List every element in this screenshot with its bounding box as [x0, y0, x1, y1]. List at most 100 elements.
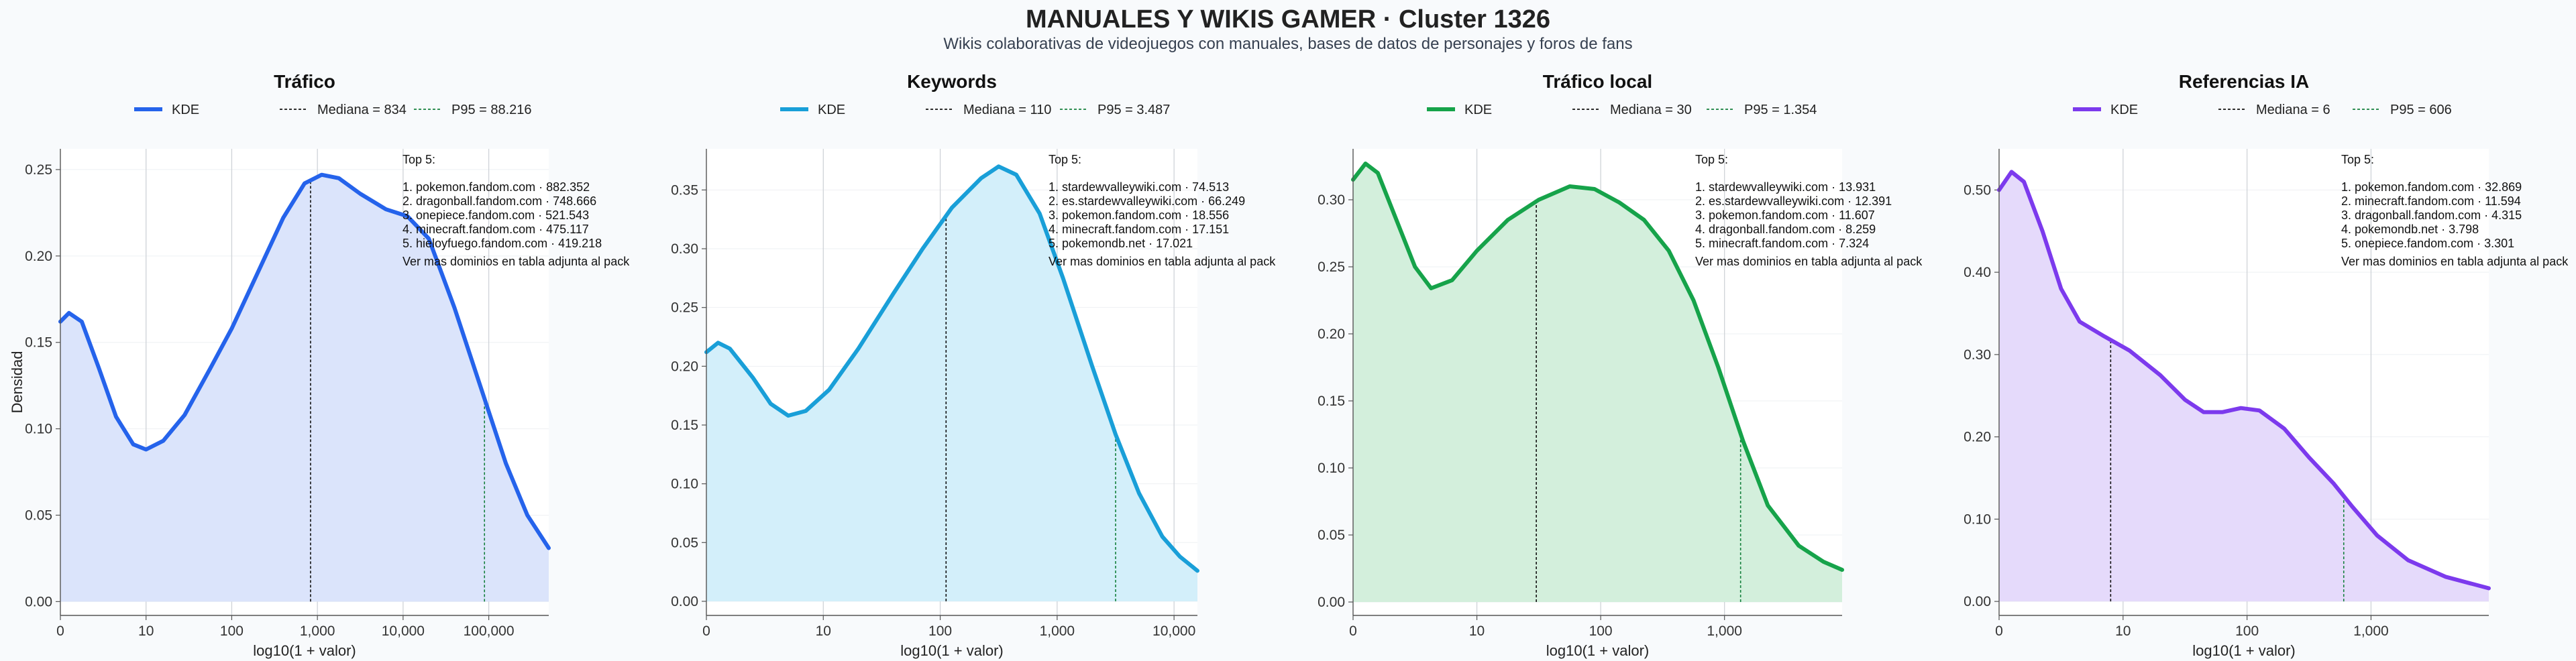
x-tick-label: 1,000 — [300, 623, 335, 639]
chart-panel-3: 0.00 0.05 0.10 0.15 0.20 0.25 0.30 0 10 100 1,000 l… — [1318, 71, 1923, 659]
x-tick-label: 10,000 — [1152, 623, 1195, 639]
kde-line — [704, 164, 1199, 573]
y-axis-label: Densidad — [9, 351, 25, 414]
top5-item: 3. pokemon.fandom.com · 11.607 — [1695, 208, 1875, 222]
kde-line — [58, 172, 551, 550]
x-tick-label: 0 — [702, 623, 710, 639]
top5-item: 4. minecraft.fandom.com · 475.117 — [402, 223, 589, 236]
top5-item: 3. onepiece.fandom.com · 521.543 — [402, 208, 589, 222]
top5-item: 2. es.stardewvalleywiki.com · 12.391 — [1695, 194, 1892, 208]
legend: KDE Mediana = 110 P95 = 3.487 — [780, 103, 1170, 117]
top5-item: 3. pokemon.fandom.com · 18.556 — [1049, 208, 1229, 222]
panel-title: Tráfico — [274, 71, 335, 92]
y-tick-label: 0.20 — [25, 249, 52, 264]
chart-panel-4: 0.00 0.10 0.20 0.30 0.40 0.50 0 10 100 1,000 log10… — [1964, 71, 2569, 659]
legend: KDE Mediana = 30 P95 = 1.354 — [1427, 103, 1817, 117]
chart-panel-1: 0.00 0.05 0.10 0.15 0.20 0.25 0 10 100 1,000 10,00… — [25, 71, 630, 659]
legend-p95-label: P95 = 3.487 — [1097, 103, 1170, 117]
y-tick-label: 0.05 — [25, 507, 52, 523]
y-tick-label: 0.15 — [1318, 394, 1345, 409]
x-tick-label: 1,000 — [2353, 623, 2389, 639]
y-tick-label: 0.15 — [25, 335, 52, 351]
y-tick-label: 0.20 — [671, 359, 698, 374]
x-tick-label: 1,000 — [1040, 623, 1075, 639]
top5-item: 1. stardewvalleywiki.com · 13.931 — [1695, 180, 1876, 194]
page-title: MANUALES Y WIKIS GAMER · Cluster 1326 — [1026, 5, 1550, 34]
x-axis-label: log10(1 + valor) — [1546, 642, 1649, 659]
legend-median-label: Mediana = 110 — [963, 103, 1051, 117]
panel-title: Tráfico local — [1543, 71, 1652, 92]
legend-kde-label: KDE — [1464, 103, 1492, 117]
legend-kde-label: KDE — [818, 103, 845, 117]
y-tick-label: 0.00 — [671, 594, 698, 609]
kde-area — [1999, 172, 2489, 602]
x-tick-label: 0 — [1349, 623, 1357, 639]
y-tick-label: 0.10 — [671, 477, 698, 492]
y-tick-label: 0.20 — [1318, 326, 1345, 342]
x-axis-label: log10(1 + valor) — [253, 642, 356, 659]
y-tick-label: 0.35 — [671, 182, 698, 198]
x-tick-label: 100,000 — [464, 623, 515, 639]
top5-annotation: Top 5: 1. stardewvalleywiki.com · 74.5132… — [1049, 153, 1276, 268]
top5-heading: Top 5: — [1695, 153, 1728, 166]
legend-p95-label: P95 = 606 — [2390, 103, 2452, 117]
top5-footnote: Ver mas dominios en tabla adjunta al pac… — [402, 255, 630, 268]
y-tick-label: 0.05 — [671, 535, 698, 550]
top5-item: 4. dragonball.fandom.com · 8.259 — [1695, 223, 1876, 236]
x-tick-label: 10 — [138, 623, 154, 639]
x-axis-label: log10(1 + valor) — [900, 642, 1003, 659]
x-tick-label: 10 — [2115, 623, 2131, 639]
y-tick-label: 0.00 — [1964, 594, 1991, 609]
page-subtitle: Wikis colaborativas de videojuegos con m… — [943, 35, 1633, 53]
top5-footnote: Ver mas dominios en tabla adjunta al pac… — [1695, 255, 1923, 268]
x-tick-label: 100 — [928, 623, 952, 639]
top5-footnote: Ver mas dominios en tabla adjunta al pac… — [2341, 255, 2569, 268]
legend-p95-label: P95 = 1.354 — [1744, 103, 1817, 117]
kde-line — [1997, 170, 2491, 591]
x-tick-label: 0 — [56, 623, 64, 639]
y-tick-label: 0.50 — [1964, 182, 1991, 198]
kde-area — [60, 174, 549, 602]
legend-median-label: Mediana = 30 — [1610, 103, 1692, 117]
top5-item: 5. minecraft.fandom.com · 7.324 — [1695, 237, 1869, 250]
legend-p95-label: P95 = 88.216 — [451, 103, 532, 117]
top5-item: 2. minecraft.fandom.com · 11.594 — [2341, 194, 2521, 208]
legend-median-label: Mediana = 834 — [317, 103, 407, 117]
chart-panel-2: 0.00 0.05 0.10 0.15 0.20 0.25 0.30 0.35 0 10 100 1,… — [671, 71, 1276, 659]
y-tick-label: 0.05 — [1318, 528, 1345, 543]
x-tick-label: 100 — [2235, 623, 2259, 639]
panel-title: Referencias IA — [2179, 71, 2310, 92]
top5-annotation: Top 5: 1. pokemon.fandom.com · 882.3522. … — [402, 153, 630, 268]
top5-heading: Top 5: — [2341, 153, 2374, 166]
y-tick-label: 0.25 — [25, 162, 52, 178]
y-tick-label: 0.20 — [1964, 430, 1991, 445]
top5-footnote: Ver mas dominios en tabla adjunta al pac… — [1049, 255, 1276, 268]
y-tick-label: 0.40 — [1964, 265, 1991, 280]
y-tick-label: 0.30 — [1318, 192, 1345, 208]
top5-item: 1. stardewvalleywiki.com · 74.513 — [1049, 180, 1229, 194]
top5-item: 2. es.stardewvalleywiki.com · 66.249 — [1049, 194, 1245, 208]
y-tick-label: 0.10 — [1964, 512, 1991, 527]
legend: KDE Mediana = 834 P95 = 88.216 — [134, 103, 532, 117]
y-tick-label: 0.25 — [1318, 259, 1345, 275]
y-tick-label: 0.00 — [1318, 595, 1345, 610]
top5-annotation: Top 5: 1. stardewvalleywiki.com · 13.9312… — [1695, 153, 1923, 268]
y-tick-label: 0.00 — [25, 594, 52, 609]
x-tick-label: 10 — [816, 623, 831, 639]
top5-item: 1. pokemon.fandom.com · 32.869 — [2341, 180, 2522, 194]
top5-heading: Top 5: — [1049, 153, 1081, 166]
legend-kde-label: KDE — [2110, 103, 2138, 117]
top5-item: 4. minecraft.fandom.com · 17.151 — [1049, 223, 1229, 236]
panel-title: Keywords — [907, 71, 997, 92]
x-tick-label: 1,000 — [1707, 623, 1742, 639]
x-tick-label: 100 — [220, 623, 244, 639]
x-tick-label: 10 — [1469, 623, 1485, 639]
top5-heading: Top 5: — [402, 153, 435, 166]
y-tick-label: 0.15 — [671, 418, 698, 433]
top5-item: 5. pokemondb.net · 17.021 — [1049, 237, 1193, 250]
top5-item: 4. pokemondb.net · 3.798 — [2341, 223, 2479, 236]
top5-item: 3. dragonball.fandom.com · 4.315 — [2341, 208, 2522, 222]
x-axis-label: log10(1 + valor) — [2192, 642, 2295, 659]
y-tick-label: 0.25 — [671, 300, 698, 316]
